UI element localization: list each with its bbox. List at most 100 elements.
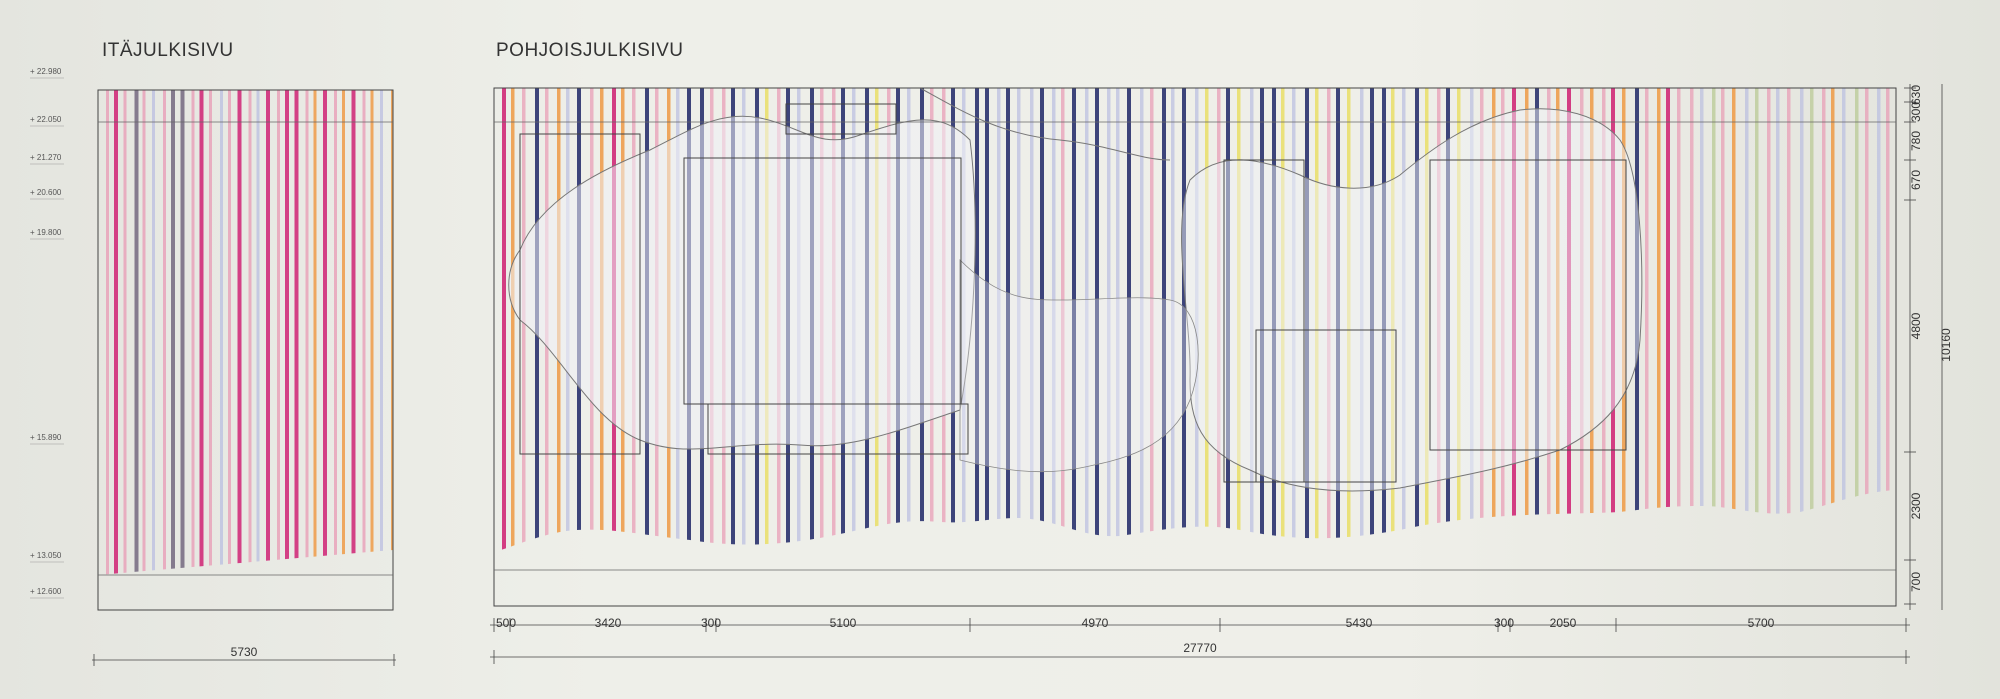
east-level-label: + 12.600 (30, 587, 62, 596)
north-color-stripe (1776, 88, 1780, 552)
north-color-stripe (1767, 88, 1771, 552)
east-color-stripe (114, 90, 118, 575)
east-stripes (106, 90, 402, 580)
north-color-stripe (997, 88, 1001, 552)
east-color-stripe (294, 90, 299, 575)
east-color-stripe (342, 90, 345, 575)
north-color-stripe (1865, 88, 1869, 552)
north-elevation-title: POHJOISJULKISIVU (496, 40, 684, 61)
north-segment-label: 2050 (1550, 616, 1577, 630)
north-color-stripe (1182, 88, 1186, 552)
east-color-stripe (334, 90, 337, 575)
north-height-label: 4800 (1909, 312, 1923, 339)
north-color-stripe (1831, 88, 1835, 552)
east-color-stripe (237, 90, 242, 575)
east-color-stripe (313, 90, 317, 575)
north-height-label: 630 (1909, 85, 1923, 105)
east-color-stripe (191, 90, 195, 575)
east-color-stripe (134, 90, 139, 575)
east-color-stripe (399, 90, 402, 580)
north-color-stripe (1040, 88, 1044, 552)
north-color-stripe (1755, 88, 1759, 552)
east-color-stripe (171, 90, 175, 575)
north-color-stripe (1800, 88, 1804, 552)
overlay-blob-left (508, 115, 976, 450)
north-total-width-label: 27770 (1183, 641, 1217, 655)
east-color-stripe (305, 90, 309, 575)
window-rect-6 (1255, 329, 1397, 483)
east-color-stripe (285, 90, 289, 575)
north-height-label: 780 (1909, 131, 1923, 151)
north-color-stripe (1822, 88, 1826, 552)
north-color-stripe (1162, 88, 1166, 552)
north-frame (493, 87, 1897, 607)
north-color-stripe (985, 88, 989, 552)
east-level-label: + 22.980 (30, 67, 62, 76)
north-color-stripe (1712, 88, 1716, 552)
north-segment-label: 500 (496, 616, 516, 630)
east-color-stripe (180, 90, 185, 575)
window-rect-3 (707, 403, 969, 455)
north-color-stripe (1855, 88, 1859, 552)
east-color-stripe (152, 90, 155, 575)
east-color-stripe (163, 90, 166, 575)
north-color-stripe (511, 88, 515, 552)
east-color-stripe (362, 90, 366, 575)
east-color-stripe (256, 90, 260, 575)
east-width-label: 5730 (231, 645, 258, 659)
east-color-stripe (220, 90, 223, 575)
north-height-label: 670 (1909, 170, 1923, 190)
overlay-blob-lower (959, 259, 1199, 473)
north-color-stripe (1017, 88, 1021, 552)
east-color-stripe (380, 90, 383, 575)
north-color-stripe (1645, 88, 1649, 552)
east-frame (97, 89, 394, 611)
north-color-stripe (1700, 88, 1704, 552)
north-segment-label: 5100 (830, 616, 857, 630)
north-color-stripe (1107, 88, 1111, 552)
north-color-stripe (1006, 88, 1010, 552)
north-color-stripe (1052, 88, 1056, 552)
north-color-stripe (1787, 88, 1791, 552)
east-color-stripe (323, 90, 327, 575)
north-height-label: 300 (1909, 102, 1923, 122)
window-rect-7 (1429, 159, 1627, 451)
north-color-stripe (1810, 88, 1814, 552)
east-color-stripe (277, 90, 280, 575)
north-segment-label: 3420 (595, 616, 622, 630)
north-color-stripe (1886, 88, 1890, 552)
north-height-label: 700 (1909, 572, 1923, 592)
east-color-stripe (351, 90, 356, 575)
north-color-stripe (1171, 88, 1175, 552)
north-segment-label: 300 (1494, 616, 1514, 630)
east-color-stripe (391, 90, 393, 575)
north-segment-label: 5430 (1346, 616, 1373, 630)
north-height-label: 2300 (1909, 492, 1923, 519)
north-color-stripe (1842, 88, 1846, 552)
north-segment-label: 4970 (1082, 616, 1109, 630)
east-level-label: + 20.600 (30, 188, 62, 197)
north-color-stripe (1690, 88, 1694, 552)
north-color-stripe (1072, 88, 1076, 552)
north-color-stripe (1666, 88, 1670, 552)
east-color-stripe (248, 90, 252, 575)
north-color-stripe (1061, 88, 1065, 552)
north-dimension-chain: 500 3420 300 5100 4970 5430 300 2050 5700 (493, 616, 1907, 632)
north-color-stripe (1877, 88, 1881, 552)
north-color-stripe (1721, 88, 1725, 552)
east-color-stripe (266, 90, 270, 575)
north-color-stripe (1095, 88, 1099, 552)
east-color-stripe (370, 90, 374, 575)
north-total-height-label: 10160 (1939, 328, 1953, 362)
north-color-stripe (1732, 88, 1736, 552)
north-color-stripe (975, 88, 979, 552)
north-segment-label: 5700 (1748, 616, 1775, 630)
east-elevation-title: ITÄJULKISIVU (102, 40, 234, 61)
north-color-stripe (1677, 88, 1681, 552)
north-color-stripe (1127, 88, 1131, 552)
east-color-stripe (199, 90, 204, 575)
north-color-stripe (1140, 88, 1144, 552)
overlay-blob-right (1181, 108, 1643, 492)
